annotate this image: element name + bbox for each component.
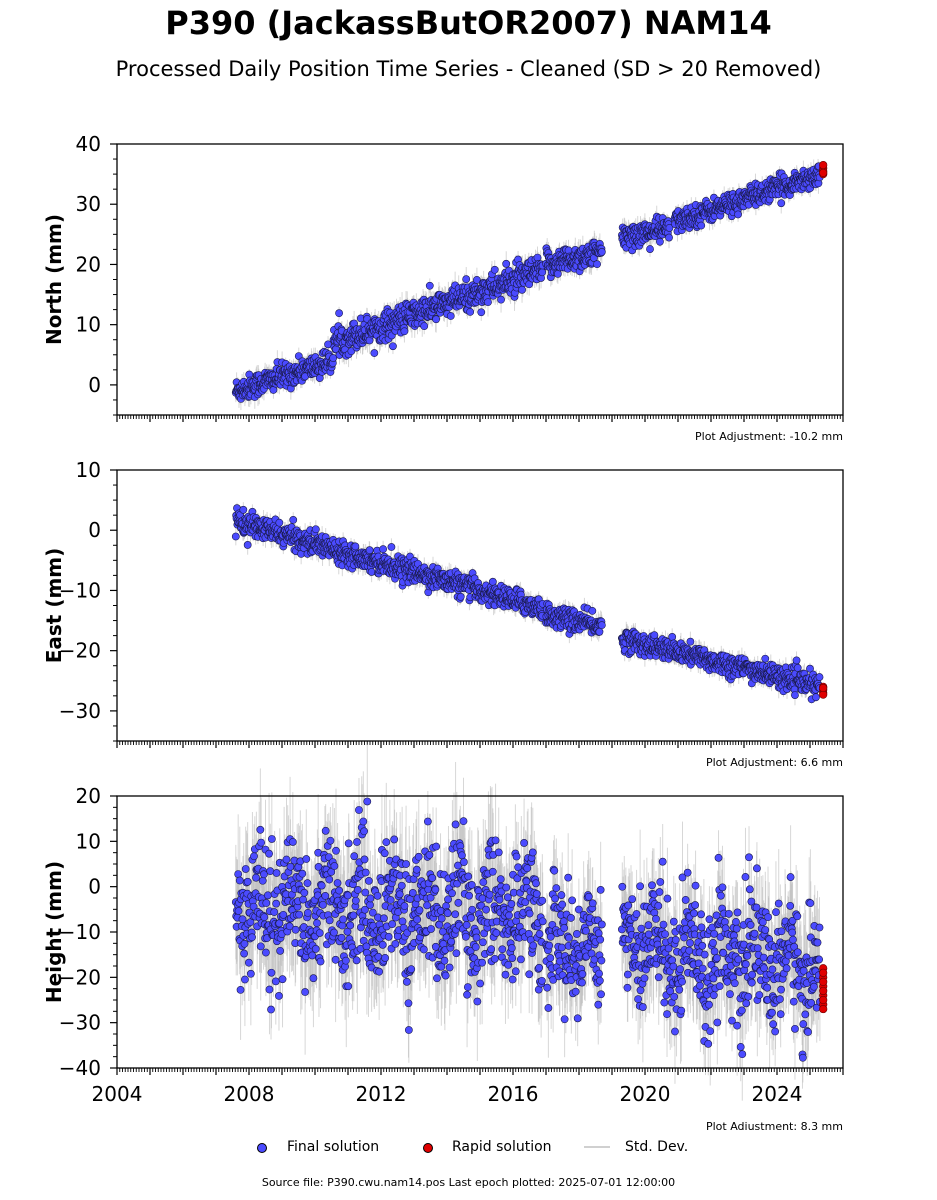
final-point: [367, 568, 376, 576]
y-tick-label: 20: [76, 252, 101, 276]
final-point: [387, 543, 396, 551]
final-point: [497, 295, 505, 304]
chart-subtitle: Processed Daily Position Time Series - C…: [115, 57, 822, 81]
final-point: [734, 210, 742, 219]
final-point: [533, 253, 542, 262]
final-point: [365, 546, 374, 555]
y-tick-label: 0: [88, 373, 101, 397]
final-point: [484, 298, 492, 307]
final-point: [593, 260, 601, 269]
final-point: [490, 265, 499, 274]
final-point: [477, 308, 486, 317]
chart-title: P390 (JackassButOR2007) NAM14: [165, 4, 772, 42]
final-point: [777, 199, 786, 208]
y-tick-label: 40: [76, 132, 101, 156]
final-point: [466, 307, 475, 316]
final-point: [518, 285, 526, 294]
y-axis-label: North (mm): [42, 214, 66, 345]
panel-1: 0 10 20 30 40 North (mm) Plot Adjustment: -10.…: [42, 132, 844, 443]
rapid-point: [819, 160, 828, 170]
plot-adjustment-label: Plot Adjustment: -10.2 mm: [695, 430, 843, 443]
final-point: [462, 275, 471, 284]
final-point: [389, 342, 397, 351]
final-point: [425, 281, 434, 290]
final-point: [400, 327, 409, 336]
final-point: [335, 309, 343, 318]
final-points: [231, 504, 824, 704]
final-point: [289, 516, 298, 524]
final-point: [351, 542, 360, 551]
final-point: [597, 248, 606, 256]
final-point: [231, 532, 240, 541]
y-tick-label: 30: [76, 192, 101, 216]
final-point: [311, 525, 320, 534]
final-point: [446, 312, 455, 320]
final-point: [370, 349, 379, 357]
final-point: [665, 224, 674, 232]
final-point: [697, 221, 706, 230]
final-point: [243, 541, 252, 549]
time-series-plots: 0 10 20 30 40 North (mm) Plot Adjustment: -10.…: [42, 132, 844, 1130]
final-point: [656, 237, 664, 246]
final-point: [275, 518, 284, 527]
final-points: [231, 162, 824, 403]
y-tick-label: 10: [76, 313, 101, 337]
final-point: [665, 233, 673, 242]
final-point: [502, 259, 511, 268]
final-point: [239, 505, 248, 514]
final-point: [420, 322, 429, 331]
final-point: [379, 545, 388, 554]
final-point: [646, 245, 654, 253]
final-point: [432, 315, 441, 324]
final-point: [538, 268, 547, 277]
rapid-point: [819, 168, 828, 178]
rapid-points: [819, 160, 828, 179]
final-point: [329, 354, 338, 362]
